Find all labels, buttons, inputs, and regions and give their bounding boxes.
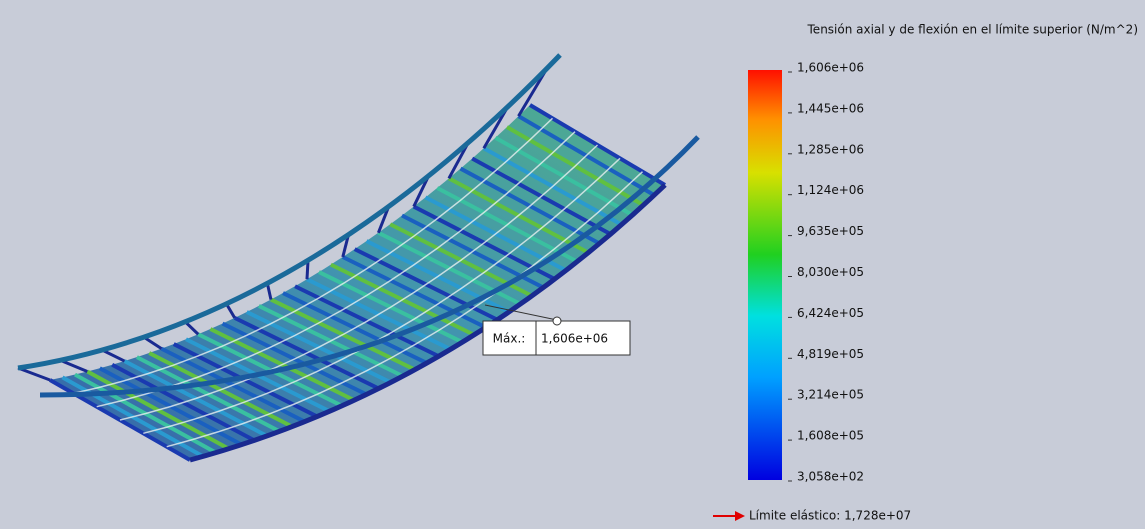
screen: Máx.: 1,606e+06 Tensión axial y de flexi… [0,0,1145,529]
callout-label: Máx.: [493,332,526,346]
tick-label: 3,214e+05 [797,388,864,402]
tick-label: 3,058e+02 [797,470,864,484]
tick-label: 1,445e+06 [797,101,864,115]
legend-title: Tensión axial y de flexión en el límite … [807,23,1138,37]
tick-label: 6,424e+05 [797,306,864,320]
tick-label: 1,606e+06 [797,61,864,75]
callout-value: 1,606e+06 [541,332,608,346]
tick-label: 8,030e+05 [797,265,864,279]
yield-limit-text: Límite elástico: 1,728e+07 [749,509,911,523]
tick-label: 1,124e+06 [797,183,864,197]
tick-label: 1,285e+06 [797,142,864,156]
color-bar [748,70,782,480]
tick-label: 1,608e+05 [797,429,864,443]
callout-anchor [553,317,561,325]
tick-label: 9,635e+05 [797,224,864,238]
tick-label: 4,819e+05 [797,347,864,361]
